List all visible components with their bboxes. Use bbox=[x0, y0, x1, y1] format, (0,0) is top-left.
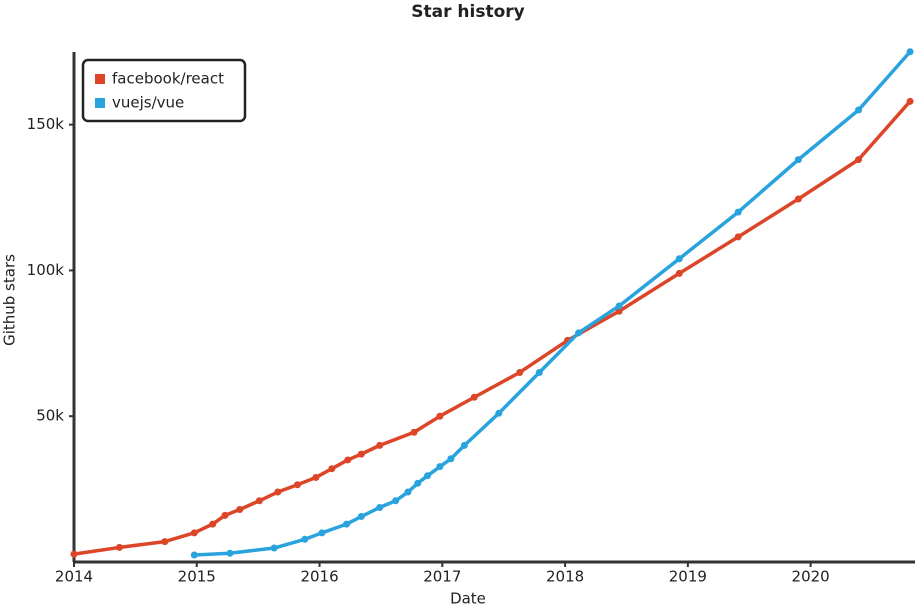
data-point bbox=[535, 368, 543, 376]
data-point bbox=[675, 269, 683, 277]
series-line bbox=[194, 50, 912, 557]
y-tick-label: 100k bbox=[27, 261, 65, 279]
y-tick-label: 50k bbox=[36, 407, 64, 425]
data-point bbox=[343, 520, 351, 528]
x-tick-label: 2017 bbox=[423, 568, 461, 586]
data-point bbox=[376, 441, 384, 449]
data-point bbox=[376, 503, 384, 511]
x-tick-label: 2015 bbox=[178, 568, 216, 586]
data-point bbox=[293, 481, 301, 489]
y-axis-label: Github stars bbox=[1, 254, 19, 346]
data-point bbox=[312, 473, 320, 481]
data-point bbox=[794, 156, 802, 164]
data-point bbox=[221, 511, 229, 519]
x-tick-label: 2016 bbox=[300, 568, 338, 586]
data-point bbox=[495, 409, 503, 417]
data-point bbox=[436, 463, 444, 471]
data-point bbox=[328, 465, 336, 473]
x-tick-label: 2020 bbox=[792, 568, 830, 586]
series-line bbox=[73, 100, 912, 556]
legend-box bbox=[81, 58, 247, 123]
data-point bbox=[270, 544, 278, 552]
data-point bbox=[410, 428, 418, 436]
data-point bbox=[855, 156, 863, 164]
data-point bbox=[226, 549, 234, 557]
data-point bbox=[236, 506, 244, 514]
legend-swatch bbox=[95, 74, 105, 84]
chart-title: Star history bbox=[411, 2, 524, 22]
data-point bbox=[392, 497, 400, 505]
data-point bbox=[190, 529, 198, 537]
data-point bbox=[357, 450, 365, 458]
data-point bbox=[274, 488, 282, 496]
data-point bbox=[906, 48, 914, 56]
data-point bbox=[436, 412, 444, 420]
data-point bbox=[301, 535, 309, 543]
x-tick-label: 2019 bbox=[669, 568, 707, 586]
data-point bbox=[70, 550, 78, 558]
x-tick-label: 2018 bbox=[546, 568, 584, 586]
data-point bbox=[318, 529, 326, 537]
data-point bbox=[734, 208, 742, 216]
legend-label: vuejs/vue bbox=[112, 94, 184, 112]
data-point bbox=[794, 195, 802, 203]
data-point bbox=[255, 497, 263, 505]
data-point bbox=[209, 520, 217, 528]
data-point bbox=[470, 393, 478, 401]
data-point bbox=[115, 543, 123, 551]
data-point bbox=[855, 106, 863, 114]
x-tick-label: 2014 bbox=[55, 568, 93, 586]
legend-label: facebook/react bbox=[112, 70, 224, 88]
data-point bbox=[357, 513, 365, 521]
data-point bbox=[675, 255, 683, 263]
data-point bbox=[424, 472, 432, 480]
data-point bbox=[734, 233, 742, 241]
y-tick-label: 150k bbox=[27, 115, 65, 133]
data-point bbox=[404, 488, 412, 496]
data-point bbox=[190, 551, 198, 559]
data-point bbox=[161, 538, 169, 546]
legend-swatch bbox=[95, 98, 105, 108]
data-point bbox=[906, 97, 914, 105]
data-point bbox=[615, 302, 623, 310]
data-point bbox=[447, 455, 455, 463]
data-point bbox=[575, 329, 583, 337]
data-point bbox=[516, 368, 524, 376]
data-point bbox=[615, 307, 623, 315]
data-point bbox=[414, 479, 422, 487]
data-point bbox=[460, 441, 468, 449]
data-point bbox=[344, 456, 352, 464]
x-axis-label: Date bbox=[450, 590, 486, 608]
